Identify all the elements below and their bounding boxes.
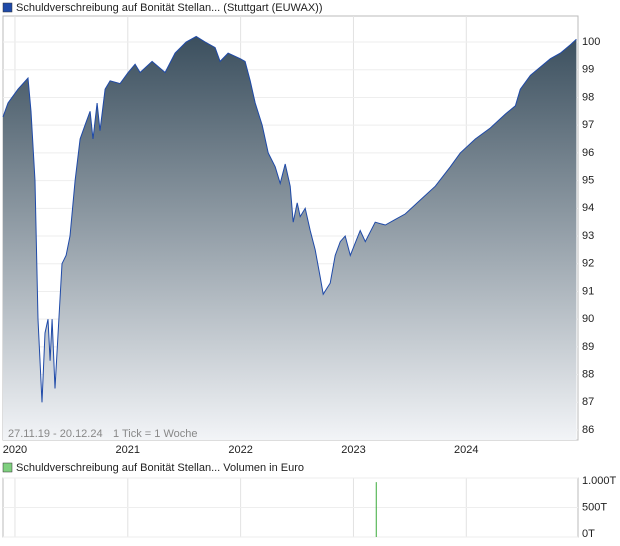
y-tick-label: 1.000T (582, 475, 617, 487)
area (3, 36, 577, 440)
y-tick-label: 96 (582, 147, 594, 159)
y-tick-label: 86 (582, 424, 594, 436)
x-tick-label: 2021 (116, 444, 140, 456)
period-label: 27.11.19 - 20.12.24 (8, 428, 103, 440)
x-tick-label: 2022 (228, 444, 252, 456)
y-tick-label: 87 (582, 396, 594, 408)
y-tick-label: 92 (582, 258, 594, 270)
y-tick-label: 88 (582, 369, 594, 381)
y-tick-label: 100 (582, 36, 600, 48)
y-tick-label: 95 (582, 175, 594, 187)
y-tick-label: 99 (582, 64, 594, 76)
x-tick-label: 2024 (454, 444, 478, 456)
y-tick-label: 91 (582, 285, 594, 297)
y-tick-label: 0T (582, 528, 595, 540)
legend-swatch (2, 462, 13, 473)
y-tick-label: 93 (582, 230, 594, 242)
tick-note: 1 Tick = 1 Woche (113, 428, 197, 440)
x-tick-label: 2020 (3, 444, 27, 456)
y-tick-label: 94 (582, 202, 594, 214)
y-tick-label: 90 (582, 313, 594, 325)
legend-label: Schuldverschreibung auf Bonität Stellan.… (16, 462, 304, 474)
legend-label: Schuldverschreibung auf Bonität Stellan.… (16, 2, 323, 14)
y-tick-label: 98 (582, 91, 594, 103)
y-tick-label: 97 (582, 119, 594, 131)
line (2, 35, 577, 403)
y-tick-label: 89 (582, 341, 594, 353)
legend-swatch (2, 2, 13, 13)
x-tick-label: 2023 (341, 444, 365, 456)
y-tick-label: 500T (582, 501, 607, 513)
